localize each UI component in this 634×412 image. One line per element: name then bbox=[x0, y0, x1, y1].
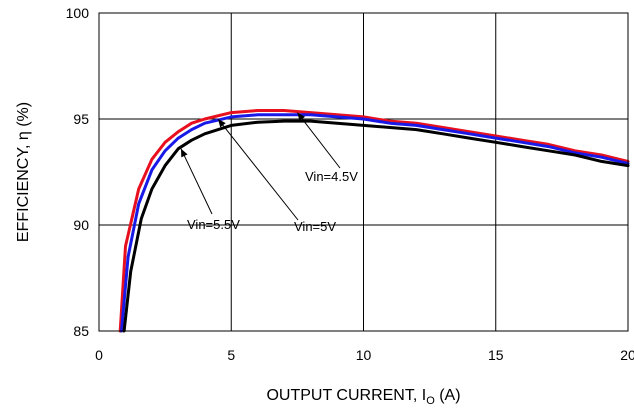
series-line-vin-5v bbox=[120, 113, 630, 333]
series-lines bbox=[118, 109, 630, 333]
series-line-vin-5-5v bbox=[122, 119, 630, 333]
tick-labels: 0 5 10 15 20 85 90 95 100 bbox=[66, 5, 634, 363]
x-tick-label: 5 bbox=[227, 347, 235, 363]
x-tick-label: 20 bbox=[620, 347, 634, 363]
annotation-label: Vin=4.5V bbox=[305, 169, 358, 184]
annotation-arrowhead bbox=[297, 112, 305, 122]
y-tick-label: 85 bbox=[73, 323, 89, 339]
x-axis-title-unit: (A) bbox=[435, 387, 461, 404]
annotations: Vin=4.5V Vin=5V Vin=5.5V bbox=[180, 112, 358, 234]
annotation-arrow bbox=[217, 118, 299, 221]
x-axis-title-main: OUTPUT CURRENT, I bbox=[266, 387, 426, 404]
annotation-label: Vin=5.5V bbox=[187, 217, 240, 232]
x-tick-label: 15 bbox=[488, 347, 504, 363]
y-tick-label: 95 bbox=[73, 111, 89, 127]
annotation-arrowhead bbox=[218, 119, 226, 128]
annotation-arrow bbox=[180, 148, 213, 215]
x-tick-label: 0 bbox=[95, 347, 103, 363]
annotation-arrowhead bbox=[181, 148, 188, 158]
annotation-label: Vin=5V bbox=[294, 219, 336, 234]
y-tick-label: 100 bbox=[66, 5, 90, 21]
annotation-arrow bbox=[296, 112, 341, 169]
y-tick-label: 90 bbox=[73, 217, 89, 233]
y-axis-title: EFFICIENCY, η (%) bbox=[15, 102, 32, 242]
plot-frame bbox=[98, 12, 629, 332]
x-axis-title: OUTPUT CURRENT, IO (A) bbox=[266, 387, 460, 407]
x-tick-label: 10 bbox=[356, 347, 372, 363]
x-axis-title-subscript: O bbox=[426, 395, 435, 407]
series-line-vin-4-5v bbox=[118, 109, 630, 333]
